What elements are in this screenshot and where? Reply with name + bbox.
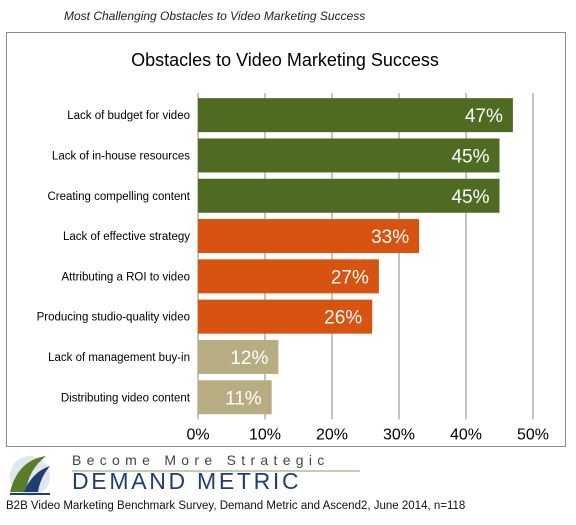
bar-value-label: 26% [324, 308, 362, 329]
bar-value-label: 33% [371, 227, 409, 248]
category-label: Creating compelling content [47, 191, 190, 203]
x-tick-label: 0% [186, 426, 209, 443]
category-label: Attributing a ROI to video [62, 271, 190, 283]
bar [198, 219, 420, 254]
bar-value-label: 45% [451, 187, 489, 208]
category-labels: Lack of budget for video Lack of in-house… [37, 110, 191, 404]
category-label: Lack of budget for video [67, 110, 190, 122]
bar [198, 299, 373, 334]
bars: 47% 45% 45% 33%27% 26% 12% 11% [198, 98, 513, 415]
bar-chart: Obstacles to Video Marketing Success 47%… [37, 50, 549, 443]
chart-title: Obstacles to Video Marketing Success [131, 50, 439, 70]
bar [198, 138, 500, 173]
bar-value-label: 47% [465, 106, 503, 127]
bar [198, 259, 379, 294]
x-tick-label: 50% [517, 426, 549, 443]
bar-value-label: 12% [230, 348, 268, 369]
category-label: Distributing video content [61, 392, 191, 404]
bar [198, 339, 279, 374]
bar-value-label: 27% [331, 267, 369, 288]
category-label: Lack of management buy-in [48, 352, 190, 364]
x-tick-label: 10% [249, 426, 281, 443]
source-note: B2B Video Marketing Benchmark Survey, De… [6, 500, 466, 512]
x-tick-label: 30% [383, 426, 415, 443]
logo-brand-name: DEMAND METRIC [72, 468, 302, 494]
bar [198, 380, 272, 415]
category-label: Producing studio-quality video [37, 312, 190, 324]
bar [198, 98, 513, 133]
x-tick-label: 40% [450, 426, 482, 443]
bar-value-label: 45% [451, 146, 489, 167]
bar [198, 178, 500, 213]
x-axis-ticks: 0% 10% 20% 30% 40% 50% [186, 426, 549, 443]
category-label: Lack of in-house resources [52, 150, 190, 162]
figure-caption: Most Challenging Obstacles to Video Mark… [64, 9, 366, 23]
logo-tagline: Become More Strategic [72, 452, 330, 468]
x-tick-label: 20% [316, 426, 348, 443]
category-label: Lack of effective strategy [63, 231, 190, 243]
demand-metric-logo-icon [6, 454, 360, 496]
bar-value-label: 11% [225, 388, 262, 409]
